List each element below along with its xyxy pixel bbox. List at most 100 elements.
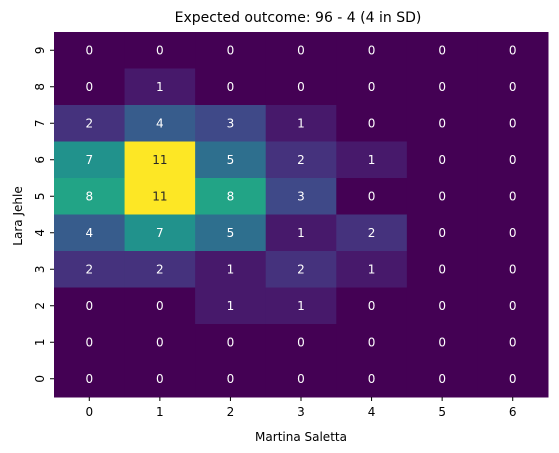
cell-label-r6-c0: 7 — [85, 153, 93, 167]
cell-label-r9-c5: 0 — [438, 43, 446, 57]
heatmap-cell-r2-c2 — [195, 287, 267, 325]
heatmap-cell-r4-c0 — [54, 214, 126, 252]
cell-label-r1-c2: 0 — [227, 335, 235, 349]
heatmap-cell-r5-c6 — [477, 178, 549, 215]
heatmap-cell-r5-c1 — [124, 178, 196, 215]
heatmap-cell-r3-c5 — [406, 251, 478, 288]
heatmap-cell-r7-c3 — [265, 105, 337, 142]
y-axis-label: Lara Jehle — [11, 186, 25, 245]
heatmap-cell-r1-c6 — [477, 324, 549, 361]
heatmap-cell-r7-c1 — [124, 105, 196, 142]
cell-label-r3-c0: 2 — [85, 262, 93, 276]
heatmap-cell-r4-c3 — [265, 214, 337, 252]
cell-label-r1-c5: 0 — [438, 335, 446, 349]
heatmap-cell-r6-c3 — [265, 141, 337, 179]
heatmap-cell-r1-c5 — [406, 324, 478, 361]
x-axis-ticks: 0 1 2 3 4 5 6 — [85, 397, 517, 419]
heatmap-cell-r8-c4 — [336, 68, 408, 106]
cell-label-r4-c1: 7 — [156, 226, 164, 240]
heatmap-cell-r5-c2 — [195, 178, 267, 215]
heatmap-cell-r3-c3 — [265, 251, 337, 288]
y-tick-label-7: 7 — [33, 119, 47, 127]
cell-label-r5-c4: 0 — [368, 189, 376, 203]
cell-label-r5-c2: 8 — [227, 189, 235, 203]
cell-label-r7-c0: 2 — [85, 116, 93, 130]
cell-label-r9-c1: 0 — [156, 43, 164, 57]
cell-label-r8-c6: 0 — [509, 80, 517, 94]
x-tick-label-4: 4 — [368, 405, 376, 419]
heatmap-cell-r1-c4 — [336, 324, 408, 361]
cell-label-r0-c4: 0 — [368, 372, 376, 386]
cell-label-r3-c5: 0 — [438, 262, 446, 276]
heatmap-cell-r3-c4 — [336, 251, 408, 288]
cell-label-r4-c4: 2 — [368, 226, 376, 240]
cell-label-r0-c1: 0 — [156, 372, 164, 386]
heatmap-cell-r3-c2 — [195, 251, 267, 288]
heatmap-cell-r8-c1 — [124, 68, 196, 106]
heatmap-cell-r1-c1 — [124, 324, 196, 361]
y-tick-label-5: 5 — [33, 192, 47, 200]
heatmap-cell-r3-c1 — [124, 251, 196, 288]
heatmap-cell-r2-c4 — [336, 287, 408, 325]
cell-label-r1-c4: 0 — [368, 335, 376, 349]
heatmap-cell-r4-c5 — [406, 214, 478, 252]
cell-label-r0-c5: 0 — [438, 372, 446, 386]
heatmap-cell-labels: 0 0 0 0 0 0 00 1 0 0 0 0 02 4 3 1 0 0 07 11 5 2 1 0 08 11 8 3 0 0 04 7 5… — [85, 43, 516, 386]
heatmap-cell-r5-c4 — [336, 178, 408, 215]
heatmap-cell-r8-c3 — [265, 68, 337, 106]
cell-label-r8-c2: 0 — [227, 80, 235, 94]
cell-label-r2-c5: 0 — [438, 299, 446, 313]
cell-label-r1-c0: 0 — [85, 335, 93, 349]
heatmap-cell-r5-c3 — [265, 178, 337, 215]
heatmap-cell-r5-c0 — [54, 178, 126, 215]
cell-label-r0-c6: 0 — [509, 372, 517, 386]
y-tick-label-8: 8 — [33, 83, 47, 91]
cell-label-r1-c6: 0 — [509, 335, 517, 349]
cell-label-r8-c4: 0 — [368, 80, 376, 94]
x-tick-label-3: 3 — [297, 405, 305, 419]
cell-label-r2-c6: 0 — [509, 299, 517, 313]
y-tick-label-6: 6 — [33, 156, 47, 164]
cell-label-r6-c4: 1 — [368, 153, 376, 167]
heatmap-cell-r6-c0 — [54, 141, 126, 179]
cell-label-r0-c2: 0 — [227, 372, 235, 386]
cell-label-r5-c5: 0 — [438, 189, 446, 203]
heatmap-cell-r9-c3 — [265, 32, 337, 69]
heatmap-cell-r2-c0 — [54, 287, 126, 325]
x-axis-label: Martina Saletta — [255, 430, 347, 444]
cell-label-r3-c1: 2 — [156, 262, 164, 276]
cell-label-r8-c0: 0 — [85, 80, 93, 94]
cell-label-r1-c3: 0 — [297, 335, 305, 349]
cell-label-r7-c6: 0 — [509, 116, 517, 130]
cell-label-r7-c3: 1 — [297, 116, 305, 130]
cell-label-r9-c0: 0 — [85, 43, 93, 57]
y-tick-label-3: 3 — [33, 265, 47, 273]
cell-label-r9-c6: 0 — [509, 43, 517, 57]
cell-label-r5-c1: 11 — [152, 189, 167, 203]
cell-label-r0-c0: 0 — [85, 372, 93, 386]
cell-label-r7-c4: 0 — [368, 116, 376, 130]
cell-label-r4-c2: 5 — [227, 226, 235, 240]
cell-label-r2-c1: 0 — [156, 299, 164, 313]
cell-label-r4-c0: 4 — [85, 226, 93, 240]
y-tick-label-9: 9 — [33, 46, 47, 54]
cell-label-r9-c4: 0 — [368, 43, 376, 57]
cell-label-r4-c6: 0 — [509, 226, 517, 240]
heatmap-cell-r9-c0 — [54, 32, 126, 69]
cell-label-r7-c1: 4 — [156, 116, 164, 130]
y-axis-ticks: 9 8 7 6 5 4 3 2 1 0 — [33, 46, 54, 383]
heatmap-cell-r3-c6 — [477, 251, 549, 288]
cell-label-r9-c2: 0 — [227, 43, 235, 57]
cell-label-r8-c1: 1 — [156, 80, 164, 94]
heatmap-cell-r0-c0 — [54, 360, 126, 398]
heatmap-cell-r8-c0 — [54, 68, 126, 106]
cell-label-r8-c5: 0 — [438, 80, 446, 94]
cell-label-r6-c1: 11 — [152, 153, 167, 167]
heatmap-cell-r2-c3 — [265, 287, 337, 325]
x-tick-label-6: 6 — [509, 405, 517, 419]
heatmap-cell-r8-c6 — [477, 68, 549, 106]
heatmap-cell-r7-c5 — [406, 105, 478, 142]
cell-label-r5-c6: 0 — [509, 189, 517, 203]
cell-label-r4-c3: 1 — [297, 226, 305, 240]
